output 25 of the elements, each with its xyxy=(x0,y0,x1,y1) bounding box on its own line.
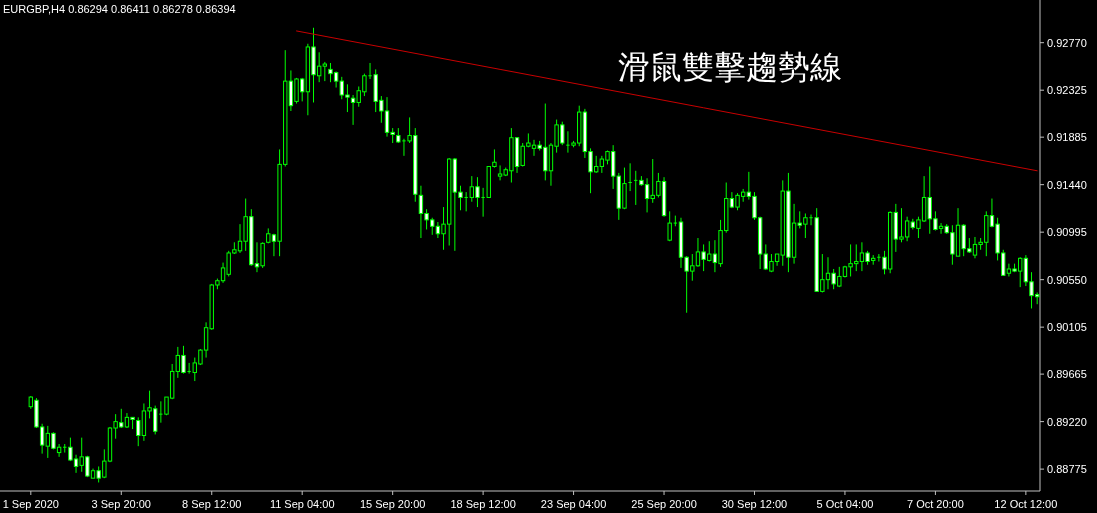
x-tick-label: 5 Oct 04:00 xyxy=(816,498,874,510)
x-tick-label: 30 Sep 12:00 xyxy=(721,498,788,510)
line-series xyxy=(296,30,1038,172)
y-tick-label: 0.89220 xyxy=(1047,415,1087,428)
y-tick-label: 0.88775 xyxy=(1047,463,1087,476)
x-tick-label: 12 Oct 12:00 xyxy=(994,498,1058,510)
x-tick-label: 15 Sep 20:00 xyxy=(359,498,426,510)
x-tick-label: 23 Sep 04:00 xyxy=(540,498,607,510)
y-tick-label: 0.89665 xyxy=(1047,368,1087,381)
x-tick-label: 25 Sep 20:00 xyxy=(631,498,697,510)
chart-subtitle: EURGBP,H4 0.86294 0.86411 0.86278 0.86394 xyxy=(3,3,236,15)
y-tick-label: 0.92325 xyxy=(1047,84,1087,97)
text: 滑鼠雙擊趨勢線 xyxy=(618,49,842,85)
y-tick-label: 0.92770 xyxy=(1047,36,1087,49)
y-tick-label: 0.90105 xyxy=(1047,321,1087,334)
x-tick-label: 18 Sep 12:00 xyxy=(450,498,516,510)
y-tick-label: 0.90550 xyxy=(1047,273,1087,286)
x-tick-label: 11 Sep 04:00 xyxy=(269,498,335,510)
x-tick-label: 8 Sep 12:00 xyxy=(182,498,242,510)
x-tick-label: 3 Sep 20:00 xyxy=(91,498,151,510)
y-tick-label: 0.91440 xyxy=(1047,178,1087,191)
x-tick-label: 1 Sep 2020 xyxy=(2,498,59,510)
y-tick-label: 0.90995 xyxy=(1047,226,1087,239)
y-tick-label: 0.91885 xyxy=(1047,131,1087,144)
x-tick-label: 7 Oct 20:00 xyxy=(906,498,964,510)
